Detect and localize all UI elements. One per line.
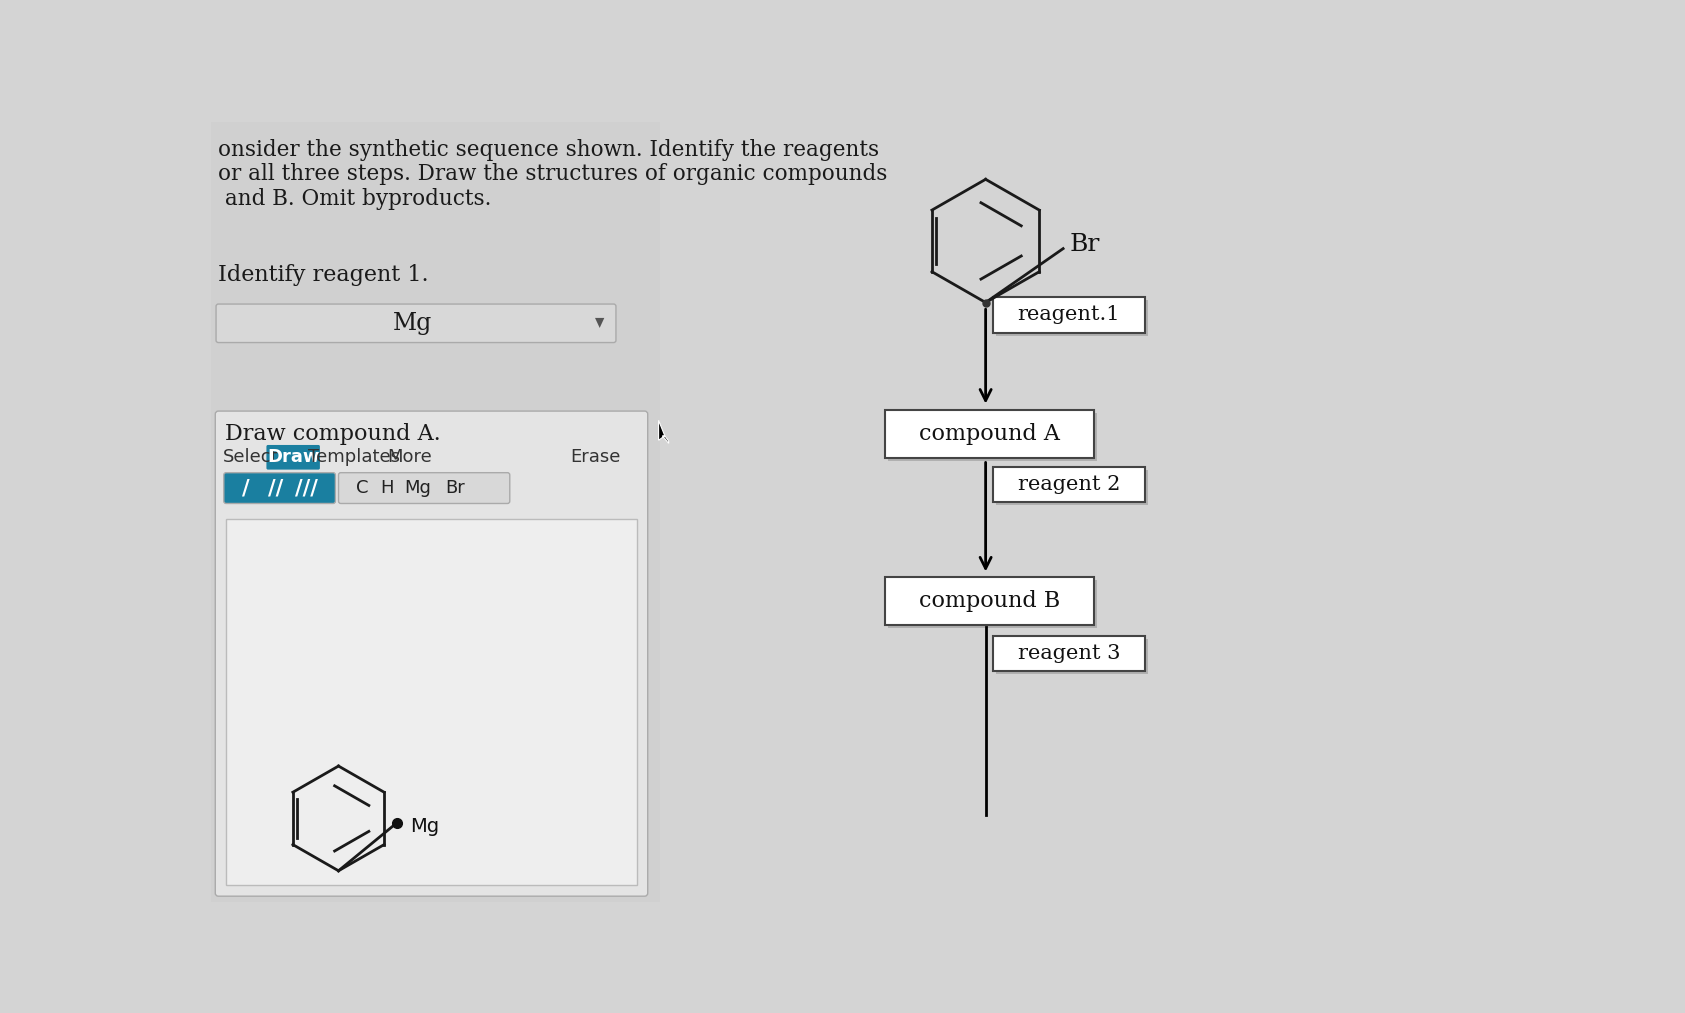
Bar <box>211 122 661 902</box>
Text: Br: Br <box>1070 233 1100 256</box>
FancyBboxPatch shape <box>216 304 617 342</box>
Text: /: / <box>241 478 249 498</box>
Bar <box>994 636 1144 672</box>
Text: reagent 3: reagent 3 <box>1018 644 1121 664</box>
Polygon shape <box>659 420 669 444</box>
Bar <box>996 470 1147 505</box>
Text: Select: Select <box>222 449 278 466</box>
Text: H: H <box>379 479 393 497</box>
Bar <box>888 413 1097 461</box>
Bar <box>226 519 637 884</box>
Text: Templates: Templates <box>308 449 399 466</box>
Text: ///: /// <box>295 478 318 498</box>
Polygon shape <box>595 318 605 328</box>
Text: or all three steps. Draw the structures of organic compounds: or all three steps. Draw the structures … <box>219 163 888 185</box>
Text: Draw compound A.: Draw compound A. <box>224 423 440 446</box>
Bar <box>994 297 1144 332</box>
Text: and B. Omit byproducts.: and B. Omit byproducts. <box>219 187 492 210</box>
Bar <box>996 300 1147 335</box>
Text: Draw: Draw <box>268 449 320 466</box>
Text: onsider the synthetic sequence shown. Identify the reagents: onsider the synthetic sequence shown. Id… <box>219 139 880 160</box>
Text: Erase: Erase <box>571 449 622 466</box>
Text: Identify reagent 1.: Identify reagent 1. <box>219 264 430 286</box>
Bar <box>994 467 1144 501</box>
FancyBboxPatch shape <box>224 473 335 503</box>
Bar <box>888 580 1097 628</box>
Text: //: // <box>268 478 283 498</box>
Bar <box>885 577 1094 625</box>
Text: reagent 2: reagent 2 <box>1018 475 1121 493</box>
Text: Br: Br <box>445 479 465 497</box>
Text: reagent.1: reagent.1 <box>1018 305 1121 324</box>
Text: Mg: Mg <box>411 816 440 836</box>
Text: Mg: Mg <box>404 479 431 497</box>
Text: compound B: compound B <box>918 591 1060 612</box>
FancyBboxPatch shape <box>216 411 647 897</box>
Text: More: More <box>388 449 431 466</box>
Text: Mg: Mg <box>393 312 431 335</box>
FancyBboxPatch shape <box>266 445 320 470</box>
Bar <box>996 639 1147 675</box>
Bar <box>885 410 1094 458</box>
Text: compound A: compound A <box>918 423 1060 445</box>
FancyBboxPatch shape <box>339 473 511 503</box>
Text: C: C <box>356 479 367 497</box>
